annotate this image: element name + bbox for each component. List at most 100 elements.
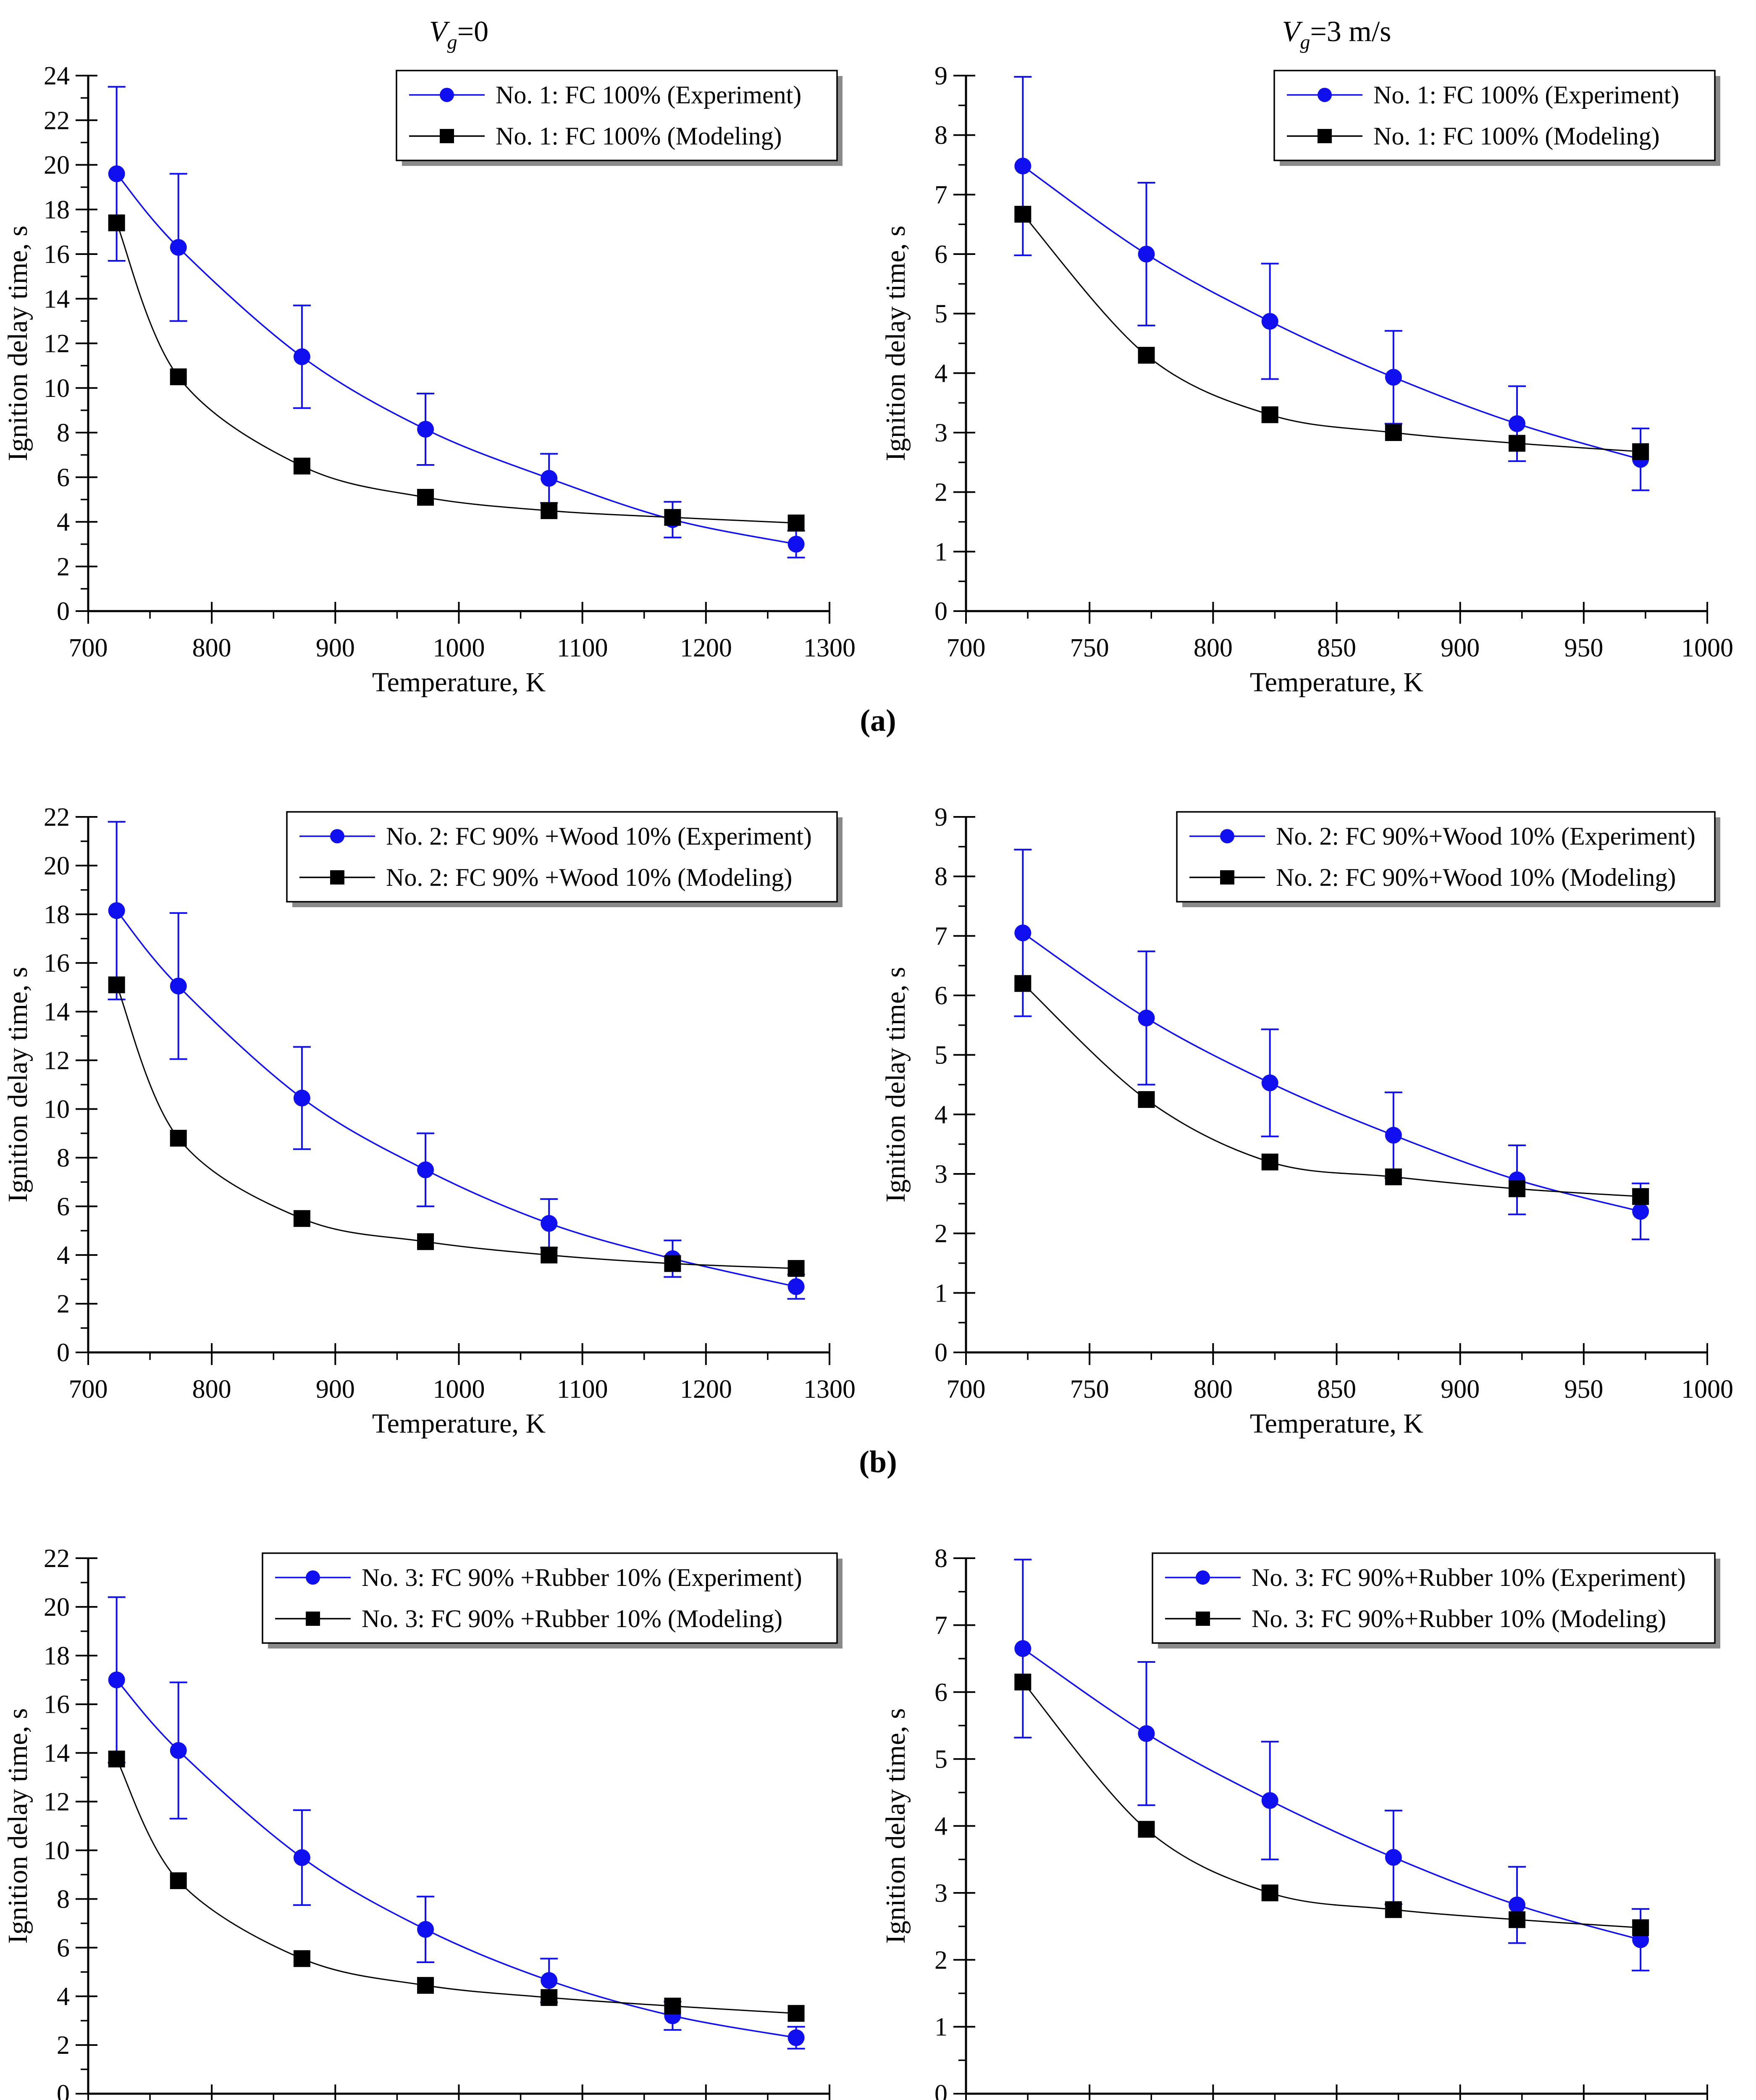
legend-marker-modeling [440,129,454,143]
x-tick-label: 1000 [433,634,485,662]
legend-marker-experiment [306,1570,320,1585]
y-tick-label: 6 [934,240,948,269]
legend-label: No. 2: FC 90%+Wood 10% (Experiment) [1276,822,1696,850]
y-tick-label: 20 [44,1593,70,1622]
legend-label: No. 2: FC 90%+Wood 10% (Modeling) [1276,864,1676,891]
y-tick-label: 0 [934,2080,948,2100]
chart-a-left-cell: 700 800 900 1000 1100 1200 1300 0 2 4 6 8 10 12 14 16 18… [0,4,878,701]
y-tick-label: 2 [57,2031,70,2060]
x-tick-label: 700 [69,1375,108,1404]
series-modeling-markers [1014,206,1649,460]
row-a-charts: 700 800 900 1000 1100 1200 1300 0 2 4 6 8 10 12 14 16 18… [0,4,1756,701]
series-experiment-errorbars [108,1596,805,2050]
x-tick-label: 900 [1441,634,1480,662]
series-modeling-markers [1014,975,1649,1205]
chart-b-right-cell: 700 750 800 850 900 950 1000 0 1 2 3 4 5 6 7 8 9 Temperat… [878,746,1756,1443]
series-experiment-markers [1014,924,1649,1220]
y-tick-label: 1 [934,2013,948,2042]
chart-a-right: 700 750 800 850 900 950 1000 0 1 2 3 4 5 6 7 8 9 Temperat… [880,16,1733,698]
series-modeling-markers [1014,1673,1649,1936]
legend-label: No. 3: FC 90%+Rubber 10% (Experiment) [1252,1564,1686,1591]
x-tick-label: 1300 [803,1375,856,1404]
x-axis-title: Temperature, K [1250,667,1423,698]
legend-marker-modeling [1220,870,1234,885]
legend-marker-modeling [330,870,344,885]
series-modeling-line [116,984,796,1269]
series-experiment-line [116,173,796,545]
x-tick-label: 950 [1564,634,1603,662]
legend-label: No. 2: FC 90% +Wood 10% (Experiment) [386,822,812,850]
y-tick-label: 22 [44,106,70,135]
legend: No. 2: FC 90% +Wood 10% (Experiment) No. … [286,811,843,907]
legend-marker-experiment [1196,1570,1210,1585]
y-tick-label: 12 [44,330,70,358]
chart-c-right: 7007508008509009501000012345678Temperatu… [880,1544,1720,2100]
x-tick-label: 950 [1564,1375,1603,1404]
x-axis-title: Temperature, K [372,667,546,698]
y-tick-label: 18 [44,196,70,224]
x-tick-label: 800 [1194,1375,1233,1404]
series-experiment-errorbars [1014,848,1650,1240]
chart-c-left-cell: 7008009001000110012001300024681012141618… [0,1487,878,2100]
y-tick-label: 8 [934,121,948,150]
y-tick-label: 2 [934,1220,948,1248]
legend-label: No. 1: FC 100% (Experiment) [496,81,801,109]
x-tick-label: 850 [1317,1375,1356,1404]
y-tick-label: 7 [934,1611,948,1640]
y-tick-label: 5 [934,1745,948,1774]
y-tick-label: 22 [44,803,70,832]
legend-label: No. 1: FC 100% (Modeling) [1373,122,1660,150]
legend-label: No. 1: FC 100% (Modeling) [496,122,782,150]
chart-title: Vg=3 m/s [1282,16,1391,53]
legend-marker-experiment [440,88,454,102]
series-modeling-markers [108,976,805,1277]
y-tick-label: 10 [44,1836,70,1865]
y-tick-label: 12 [44,1047,70,1075]
axes: 700 750 800 850 900 950 1000 0 1 2 3 4 5 6 7 8 9 [934,62,1733,662]
chart-a-left: 700 800 900 1000 1100 1200 1300024681012141618… [3,16,856,698]
y-tick-label: 8 [57,1144,70,1172]
y-tick-label: 20 [44,852,70,880]
y-tick-label: 6 [57,1192,70,1221]
y-axis-title: Ignition delay time, s [3,226,33,461]
x-tick-label: 700 [947,634,986,662]
legend-marker-experiment [1220,829,1234,843]
legend-marker-modeling [1196,1612,1210,1626]
x-tick-label: 900 [316,1375,355,1404]
subfigure-label-a: (a) [860,704,896,738]
legend-label: No. 3: FC 90% +Rubber 10% (Experiment) [362,1564,802,1591]
y-tick-label: 0 [57,2080,70,2100]
y-tick-label: 5 [934,1041,948,1070]
x-tick-label: 900 [1441,1375,1480,1404]
series-modeling-line [116,1759,796,2014]
series-modeling-line [116,223,796,524]
y-tick-label: 16 [44,240,70,269]
y-axis-title: Ignition delay time, s [3,1708,33,1944]
x-tick-label: 1000 [433,1375,485,1404]
y-axis-title: Ignition delay time, s [880,226,911,461]
y-axis-title: Ignition delay time, s [880,967,911,1202]
y-tick-label: 8 [934,1544,948,1573]
row-c-charts: 7008009001000110012001300024681012141618… [0,1487,1756,2100]
y-tick-label: 10 [44,374,70,403]
y-tick-label: 4 [57,508,70,537]
y-tick-label: 18 [44,1642,70,1670]
series-modeling-line [1022,983,1641,1197]
axes: 7008009001000110012001300024681012141618… [44,1544,830,2100]
series-experiment-markers [108,902,805,1295]
y-tick-label: 6 [934,982,948,1010]
chart-b-left-cell: 700 800 900 1000 1100 1200 1300 0 2 4 6 8 10 12 14 16 18… [0,746,878,1443]
x-tick-label: 850 [1317,634,1356,662]
y-tick-label: 3 [934,1879,948,1908]
series-experiment-markers [108,165,805,553]
y-tick-label: 0 [57,1339,70,1367]
y-tick-label: 16 [44,1690,70,1719]
y-tick-label: 16 [44,949,70,978]
x-tick-label: 1100 [557,1375,608,1404]
y-tick-label: 1 [934,1279,948,1307]
y-tick-label: 9 [934,803,948,832]
y-tick-label: 4 [57,1982,70,2011]
y-tick-label: 1 [934,538,948,566]
